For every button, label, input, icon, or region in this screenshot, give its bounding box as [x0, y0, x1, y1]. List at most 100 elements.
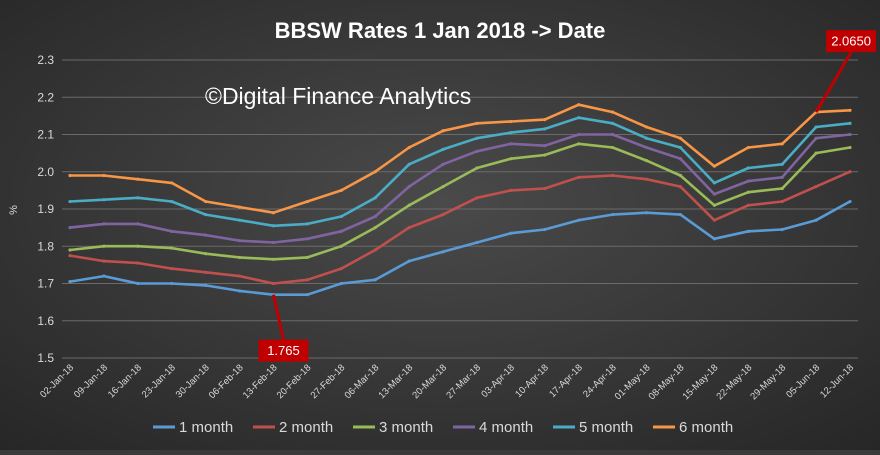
data-point — [611, 212, 615, 217]
data-point — [271, 281, 276, 286]
data-point — [102, 173, 106, 178]
data-point — [136, 244, 140, 248]
data-point — [543, 186, 547, 191]
data-point — [136, 261, 140, 265]
data-point — [170, 267, 174, 271]
data-point — [373, 214, 377, 219]
data-point — [577, 103, 581, 107]
data-point — [475, 121, 479, 125]
data-point — [305, 222, 309, 226]
data-point — [407, 145, 411, 150]
annotation-label: 1.765 — [267, 343, 300, 358]
data-point — [543, 127, 547, 131]
data-point — [170, 229, 174, 233]
data-point — [102, 259, 106, 263]
data-point — [577, 132, 581, 137]
data-point — [611, 110, 615, 114]
data-point — [678, 136, 683, 140]
legend-item: 5 month — [579, 419, 633, 436]
data-point — [780, 227, 784, 232]
y-tick-label: 2.2 — [37, 90, 54, 104]
data-point — [475, 136, 479, 140]
data-point — [678, 173, 683, 178]
data-point — [102, 222, 106, 226]
data-point — [712, 218, 716, 222]
data-point — [305, 278, 309, 282]
data-point — [68, 173, 72, 178]
data-point — [712, 203, 716, 207]
data-point — [543, 227, 547, 232]
series-line — [69, 133, 851, 244]
data-point — [102, 244, 106, 248]
data-point — [611, 132, 615, 137]
data-point — [780, 162, 784, 166]
data-point — [204, 199, 208, 204]
data-point — [475, 149, 479, 153]
y-tick-label: 2.0 — [37, 165, 54, 179]
y-tick-label: 1.5 — [37, 351, 54, 365]
data-point — [678, 185, 683, 189]
data-point — [407, 226, 411, 230]
data-point — [475, 196, 479, 200]
annotation-arrow — [272, 294, 285, 341]
data-point — [305, 293, 309, 297]
data-point — [136, 281, 140, 286]
y-tick-label: 1.8 — [37, 239, 54, 253]
data-point — [136, 222, 140, 226]
data-point — [136, 196, 140, 200]
series-line — [69, 200, 851, 297]
series-line — [70, 103, 851, 214]
data-point — [136, 177, 140, 181]
data-point — [814, 218, 818, 222]
data-point — [373, 196, 377, 200]
data-point — [339, 267, 343, 271]
y-tick-label: 2.3 — [37, 53, 54, 67]
data-point — [441, 185, 445, 189]
data-point — [68, 199, 72, 204]
data-point — [509, 119, 513, 124]
data-point — [577, 116, 581, 120]
data-point — [475, 240, 479, 245]
annotations: 1.765 2.0650 — [258, 30, 877, 362]
data-point — [305, 255, 309, 260]
data-point — [237, 218, 242, 222]
data-point — [509, 188, 513, 192]
data-point — [407, 162, 411, 166]
data-point — [237, 205, 242, 209]
data-point — [678, 157, 683, 161]
y-axis-label: % — [8, 205, 20, 215]
data-point — [237, 239, 242, 243]
data-point — [746, 166, 750, 170]
data-point — [407, 185, 411, 189]
data-point — [577, 218, 581, 222]
data-point — [848, 199, 852, 204]
data-point — [644, 136, 649, 140]
data-point — [407, 259, 411, 263]
data-point — [746, 203, 750, 207]
data-point — [237, 274, 242, 278]
legend-item: 1 month — [179, 419, 233, 436]
y-tick-label: 1.9 — [37, 202, 54, 216]
y-tick-label: 2.1 — [37, 128, 54, 142]
data-point — [339, 229, 343, 233]
data-point — [848, 121, 852, 125]
data-point — [509, 157, 513, 161]
data-point — [780, 142, 784, 146]
series-group — [68, 103, 852, 297]
data-point — [373, 278, 377, 282]
data-point — [68, 280, 72, 284]
data-point — [746, 190, 750, 194]
data-point — [68, 248, 72, 252]
data-point — [68, 226, 72, 230]
data-point — [509, 231, 513, 235]
data-point — [170, 281, 174, 286]
data-point — [712, 192, 716, 196]
data-point — [848, 108, 852, 112]
legend-item: 4 month — [479, 419, 533, 436]
watermark: ©Digital Finance Analytics — [205, 83, 471, 109]
legend-item: 2 month — [279, 419, 333, 436]
data-point — [678, 212, 683, 217]
data-point — [746, 179, 750, 183]
data-point — [170, 246, 174, 250]
annotation-arrow — [814, 51, 853, 113]
